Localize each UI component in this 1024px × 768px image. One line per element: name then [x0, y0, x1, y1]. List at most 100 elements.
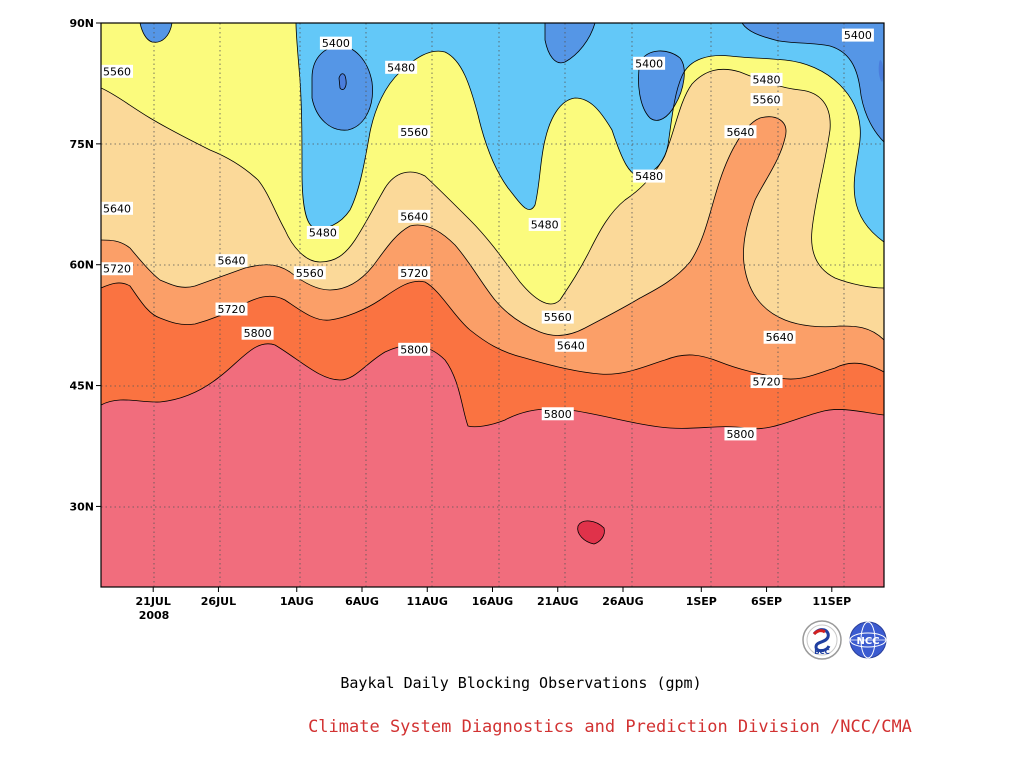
contour-label-text: 5640	[557, 339, 585, 352]
contour-label-text: 5640	[400, 210, 428, 223]
contour-label-text: 5640	[766, 331, 794, 344]
contour-label: 5800	[398, 342, 431, 356]
fill-region-below-5400-b	[339, 73, 347, 90]
contour-label-text: 5800	[544, 408, 572, 421]
contour-label-background	[101, 201, 133, 215]
svg-text:NCC: NCC	[856, 636, 879, 647]
contour-label-background	[241, 326, 274, 340]
contour-label-background	[750, 375, 783, 389]
contour-label-text: 5720	[753, 376, 781, 389]
contour-label-text: 5480	[753, 73, 781, 86]
ncc-logo: NCC	[849, 621, 887, 659]
y-tick-label: 60N	[69, 259, 94, 272]
fill-region-peak	[577, 520, 605, 544]
contour-label-background	[541, 310, 574, 324]
fill-region-5400-5480	[101, 23, 884, 242]
contour-label-background	[293, 266, 326, 280]
contour-label: 5640	[763, 330, 796, 344]
fill-region-below-5400-g	[140, 23, 172, 43]
chart-caption: Baykal Daily Blocking Observations (gpm)	[340, 674, 701, 692]
x-tick-label: 11AUG	[407, 595, 448, 608]
contour-label: 5640	[101, 201, 133, 215]
contour-label-text: 5560	[753, 94, 781, 107]
contour-label: 5640	[554, 338, 587, 352]
contour-label-text: 5640	[218, 255, 246, 268]
contour-label-text: 5800	[400, 343, 428, 356]
contour-label-text: 5480	[635, 170, 663, 183]
contour-label-background	[398, 125, 431, 139]
x-axis: 21JUL 26JUL 1AUG 6AUG 11AUG 16AUG 21AUG 26AUG 1S…	[136, 587, 851, 608]
contour-label: 5480	[750, 72, 783, 86]
fill-region-below-5400-c	[545, 23, 595, 63]
contour-label-background	[306, 225, 339, 239]
contour-label-background	[633, 169, 666, 183]
contour-labels: 5400 5480 5560 5560 5480 5640 5640 5480 5400 5480…	[101, 28, 874, 441]
credit-line: Climate System Diagnostics and Predictio…	[308, 717, 912, 737]
y-axis: 30N 45N 60N 75N 90N	[69, 17, 101, 513]
contour-label-background	[724, 427, 757, 441]
contour-label: 5560	[101, 64, 133, 78]
contour-label-text: 5400	[635, 57, 663, 70]
contour-label: 5640	[724, 125, 757, 139]
contour-label-background	[841, 28, 874, 42]
y-tick-label: 75N	[69, 138, 94, 151]
x-tick-label: 1SEP	[686, 595, 717, 608]
contour-label: 5480	[306, 225, 339, 239]
contour-label-background	[385, 60, 418, 74]
contour-label-text: 5720	[400, 267, 428, 280]
contour-label-background	[101, 64, 133, 78]
contour-label-background	[215, 254, 248, 268]
contour-label: 5560	[541, 310, 574, 324]
contour-label: 5640	[398, 209, 431, 223]
contour-lines	[101, 23, 884, 545]
contour-label-background	[541, 407, 574, 421]
contour-label: 5640	[215, 254, 248, 268]
fill-region-5480-5560	[101, 23, 884, 304]
contour-label-text: 5800	[244, 327, 272, 340]
contour-label: 5720	[215, 302, 248, 316]
contour-label-background	[554, 338, 587, 352]
plot-area	[101, 23, 884, 587]
fill-region-below-5400-e	[742, 23, 884, 142]
x-tick-label: 26JUL	[201, 595, 236, 608]
contour-label: 5800	[541, 407, 574, 421]
contour-label: 5480	[528, 217, 561, 231]
contour-label-text: 5480	[309, 226, 337, 239]
contour-label-background	[750, 93, 783, 107]
contour-label: 5560	[293, 266, 326, 280]
year-label: 2008	[139, 609, 170, 622]
contour-label-background	[750, 72, 783, 86]
contour-label: 5480	[385, 60, 418, 74]
x-tick-label: 16AUG	[472, 595, 513, 608]
contour-label: 5400	[319, 36, 352, 50]
contour-label: 5400	[841, 28, 874, 42]
x-tick-label: 21AUG	[537, 595, 578, 608]
contour-label-text: 5400	[844, 29, 872, 42]
contour-label-text: 5560	[103, 65, 131, 78]
contour-label-text: 5640	[103, 202, 131, 215]
contour-label: 5720	[398, 266, 431, 280]
contour-label-background	[215, 302, 248, 316]
contour-label-text: 5640	[726, 126, 754, 139]
x-tick-label: 11SEP	[812, 595, 851, 608]
y-tick-label: 30N	[69, 500, 94, 513]
contour-label-background	[101, 262, 133, 276]
contour-label: 5480	[633, 169, 666, 183]
contour-label-background	[528, 217, 561, 231]
fill-region-below-5400-f	[878, 60, 884, 82]
contour-label-text: 5400	[322, 37, 350, 50]
contour-label-text: 5560	[296, 267, 324, 280]
x-tick-label: 21JUL	[136, 595, 171, 608]
x-tick-label: 26AUG	[602, 595, 643, 608]
contour-label: 5400	[633, 56, 666, 70]
contour-label-text: 5800	[726, 428, 754, 441]
contour-label-background	[763, 330, 796, 344]
contour-label: 5560	[750, 93, 783, 107]
x-tick-label: 6AUG	[345, 595, 379, 608]
contour-label: 5720	[750, 375, 783, 389]
contour-label-text: 5560	[544, 311, 572, 324]
x-tick-label: 6SEP	[751, 595, 782, 608]
contour-label-text: 5720	[103, 263, 131, 276]
contour-label: 5800	[241, 326, 274, 340]
